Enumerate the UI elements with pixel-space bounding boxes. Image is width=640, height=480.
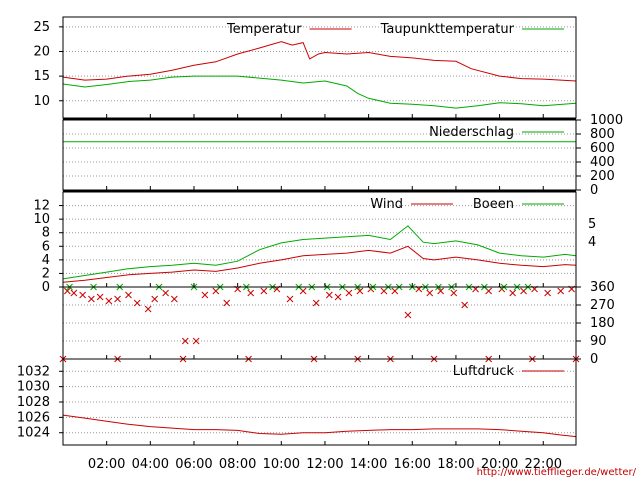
direction-point [88,295,95,303]
direction-point [162,289,169,297]
y-tick-label: 6 [42,239,50,254]
direction-point [345,289,353,297]
series-line-taupunkttemperatur [62,75,577,109]
direction-point [426,289,434,297]
direction-point [105,297,113,305]
x-tick-label: 14:00 [350,457,387,472]
y-tick-label: 1028 [17,395,50,410]
legend-label: Niederschlag [429,125,514,140]
legend-label: Temperatur [226,22,302,37]
y-tick-label: 2 [42,266,50,281]
y-tick-label: 1032 [17,364,50,379]
panel-frame [62,358,577,446]
direction-point [96,293,104,301]
y-tick-label: 10 [33,212,50,227]
y-tick-label: 1030 [17,380,50,395]
y-tick-label: 12 [33,199,50,214]
series-line-luftdruck [62,414,577,438]
y-tick-label: 8 [42,226,50,241]
y-tick-label: 360 [590,280,615,295]
y-tick-label: 0 [42,280,50,295]
legend-label: Boeen [473,197,514,212]
direction-point [247,289,255,297]
direction-point [334,293,342,301]
direction-point [223,299,231,307]
y-tick-label: 200 [590,169,615,184]
right-tick-label: 5 [588,217,596,232]
series-line-wind [62,245,577,283]
right-tick-label: 4 [588,235,596,250]
y-tick-label: 25 [33,20,50,35]
footer-url[interactable]: http://www.tiefflieger.de/wetter/ [476,467,636,478]
direction-point [450,289,458,297]
y-tick-label: 4 [42,253,50,268]
x-tick-label: 10:00 [263,457,300,472]
series-line-boeen [62,225,577,280]
direction-point [260,287,268,295]
direction-point [151,295,159,303]
y-tick-label: 1024 [17,426,50,441]
legend-label: Luftdruck [453,364,515,379]
y-tick-label: 180 [590,316,615,331]
direction-point [79,291,87,299]
direction-point [404,311,412,319]
direction-point [557,287,565,295]
direction-point [286,295,294,303]
x-tick-label: 20:00 [481,457,518,472]
direction-point [312,299,320,307]
direction-point [170,295,178,303]
direction-point [325,291,333,299]
direction-point [437,287,445,295]
direction-point [70,289,78,297]
direction-point [192,337,200,345]
y-tick-label: 800 [590,127,615,142]
x-tick-label: 06:00 [175,457,212,472]
x-tick-label: 18:00 [437,457,474,472]
legend-label: Taupunkttemperatur [380,22,515,37]
y-tick-label: 90 [590,334,607,349]
direction-point [544,289,551,297]
panel-frame [62,286,577,360]
x-tick-label: 16:00 [394,457,431,472]
x-tick-label: 04:00 [132,457,169,472]
y-tick-label: 600 [590,141,615,156]
y-tick-label: 1000 [590,113,623,128]
legend-label: Wind [370,197,403,212]
direction-point [509,289,517,297]
x-tick-label: 02:00 [88,457,125,472]
y-tick-label: 10 [33,94,50,109]
x-tick-label: 22:00 [525,457,562,472]
x-tick-label: 08:00 [219,457,256,472]
series-line-temperatur [62,41,577,82]
direction-point [461,301,469,309]
direction-point [201,291,209,299]
direction-point [125,291,132,299]
y-tick-label: 270 [590,298,615,313]
direction-point [64,287,71,295]
direction-point [133,299,141,307]
y-tick-label: 0 [590,183,598,198]
direction-point [144,305,152,313]
y-tick-label: 0 [590,352,598,367]
x-tick-label: 12:00 [306,457,343,472]
y-tick-label: 15 [33,69,50,84]
direction-point [181,337,189,345]
direction-point [356,287,364,295]
y-tick-label: 1026 [17,410,50,425]
y-tick-label: 400 [590,155,615,170]
y-tick-label: 20 [33,44,50,59]
direction-point [114,295,121,303]
